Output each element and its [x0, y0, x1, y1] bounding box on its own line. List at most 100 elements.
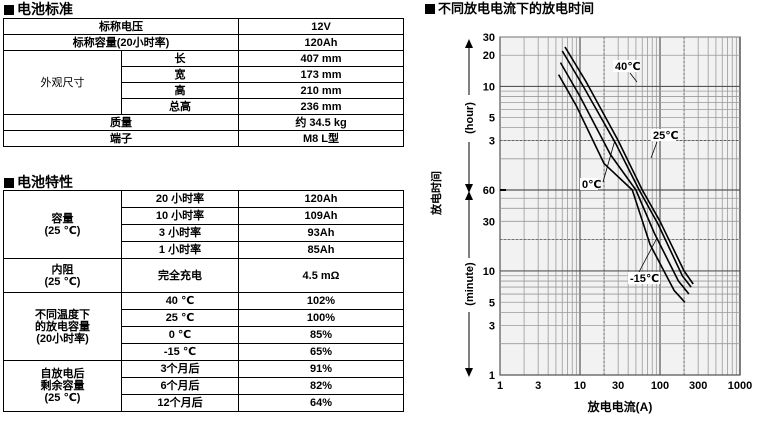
capacity-value: 85Ah: [238, 241, 404, 259]
battery-characteristics-table: 容量 (25 ℃) 20 小时率 120Ah 10 小时率 109Ah 3 小时…: [3, 190, 404, 412]
curve-label-bg: [628, 272, 660, 284]
self-discharge-value: 91%: [238, 360, 404, 378]
y-minute-tick-label: 10: [483, 266, 495, 278]
curve-label-leader: [638, 237, 658, 273]
minute-arrow-down-icon: [465, 368, 473, 377]
capacity-rate: 20 小时率: [121, 190, 239, 208]
y-minute-tick-label: 5: [489, 297, 495, 309]
battery-characteristics-title: 电池特性: [4, 174, 73, 190]
table-row: -15 ℃ 65%: [4, 343, 404, 361]
temp-capacity-label: 不同温度下 的放电容量 (20小时率): [3, 292, 122, 361]
self-discharge-value: 82%: [238, 377, 404, 395]
curve-label: 40℃: [615, 61, 641, 73]
x-tick-label: 10: [574, 380, 586, 392]
chart-title: 不同放电电流下的放电时间: [425, 1, 594, 17]
temp-capacity-label-line1: 不同温度下: [35, 308, 90, 321]
y-hour-tick-label: 30: [483, 32, 495, 44]
height-label: 高: [121, 82, 239, 99]
bullet-square-icon: [4, 178, 14, 188]
curve-layer: [557, 46, 694, 303]
bullet-square-icon: [425, 4, 435, 14]
self-discharge-label-line2: 剩余容量: [40, 380, 85, 392]
table-row: 标称电压 12V: [3, 18, 404, 35]
table-row: 外观尺寸 长 407 mm: [3, 50, 404, 115]
internal-resistance-condition: 完全充电: [121, 258, 239, 293]
capacity-rate: 1 小时率: [121, 241, 239, 259]
x-tick-label: 1000: [728, 380, 752, 392]
y-minute-tick-label: 3: [489, 320, 495, 332]
table-row: 自放电后 剩余容量 (25 ℃) 3个月后 91%: [3, 360, 404, 412]
total-height-value: 236 mm: [238, 98, 404, 115]
curve-label-bg: [613, 60, 638, 72]
nominal-capacity-label: 标称容量(20小时率): [3, 34, 239, 51]
y-hour-tick-label: 3: [489, 136, 495, 148]
y-hour-tick-label: 20: [483, 50, 495, 62]
curve-40℃: [564, 46, 694, 285]
capacity-value: 120Ah: [238, 190, 404, 208]
table-row: 不同温度下 的放电容量 (20小时率) 40 ℃ 102%: [3, 292, 404, 361]
temp-capacity-temp: -15 ℃: [121, 343, 239, 361]
curve-label-leader: [629, 72, 638, 83]
curve-label: -15℃: [630, 273, 659, 285]
self-discharge-label: 自放电后 剩余容量 (25 ℃): [3, 360, 122, 412]
temp-capacity-value: 65%: [238, 343, 404, 361]
battery-standard-title: 电池标准: [4, 1, 73, 17]
self-discharge-label-line3: (25 ℃): [44, 392, 81, 404]
temp-capacity-temp: 0 ℃: [121, 326, 239, 344]
self-discharge-period: 6个月后: [121, 377, 239, 395]
y-minute-tick-label: 1: [489, 370, 495, 382]
axis-layer: 放电电流(A) 放电时间 (hour) (minute): [429, 39, 652, 414]
length-value: 407 mm: [238, 50, 404, 67]
grid-layer: [499, 36, 740, 376]
temp-capacity-temp: 40 ℃: [121, 292, 239, 310]
height-value: 210 mm: [238, 82, 404, 99]
battery-characteristics-title-text: 电池特性: [17, 174, 73, 190]
tick-layer: 1 3 10 30 100 300 1000 30 20 10 5 3 60 30 10 5 3 1: [483, 32, 752, 392]
capacity-label-line1: 容量: [51, 212, 74, 225]
curve-label-bg: [651, 129, 676, 141]
terminal-value: M8 L型: [238, 130, 404, 147]
y-axis-minute-label: (minute): [464, 262, 476, 306]
table-row: 高 210 mm: [4, 82, 404, 99]
table-row: 25 ℃ 100%: [4, 309, 404, 327]
internal-resistance-value: 4.5 mΩ: [238, 258, 404, 293]
table-row: 3 小时率 93Ah: [4, 224, 404, 242]
discharge-time-chart: 不同放电电流下的放电时间 1 3 10 30 100 300 1000 30 20 10 5 3 60 3…: [425, 0, 759, 427]
internal-resistance-label: 内阻 (25 ℃): [3, 258, 122, 293]
self-discharge-label-line1: 自放电后: [40, 368, 85, 380]
curve-0℃: [559, 62, 690, 295]
plot-background: [499, 36, 741, 376]
y-hour-tick-label: 5: [489, 113, 495, 125]
internal-resistance-label-line2: (25 ℃): [44, 275, 81, 288]
chart-title-text: 不同放电电流下的放电时间: [438, 1, 595, 16]
minute-arrow-up-icon: [465, 191, 473, 200]
nominal-voltage-value: 12V: [238, 18, 404, 35]
x-tick-label: 1: [497, 380, 503, 392]
terminal-label: 端子: [3, 130, 239, 147]
curve-label: 25℃: [653, 130, 679, 142]
temp-capacity-value: 85%: [238, 326, 404, 344]
table-row: 标称容量(20小时率) 120Ah: [3, 34, 404, 51]
table-row: 质量 约 34.5 kg: [3, 114, 404, 131]
width-value: 173 mm: [238, 66, 404, 83]
capacity-value: 109Ah: [238, 207, 404, 225]
temp-capacity-value: 102%: [238, 292, 404, 310]
self-discharge-value: 64%: [238, 394, 404, 412]
temp-capacity-value: 100%: [238, 309, 404, 327]
x-tick-label: 100: [651, 380, 669, 392]
battery-standard-table: 标称电压 12V 标称容量(20小时率) 120Ah 外观尺寸 长 407 mm…: [3, 18, 404, 147]
x-tick-label: 300: [689, 380, 707, 392]
internal-resistance-label-line1: 内阻: [51, 263, 74, 276]
temp-capacity-label-line3: (20小时率): [36, 332, 89, 345]
hour-arrow-down-icon: [465, 184, 473, 193]
x-tick-label: 3: [535, 380, 541, 392]
temp-capacity-temp: 25 ℃: [121, 309, 239, 327]
curve-label-leader: [650, 141, 658, 159]
capacity-rate: 3 小时率: [121, 224, 239, 242]
y-hour-tick-label: 10: [483, 81, 495, 93]
curve--15℃: [557, 74, 686, 303]
dimensions-label: 外观尺寸: [3, 50, 122, 115]
self-discharge-period: 12个月后: [121, 394, 239, 412]
curve-label-leader: [602, 139, 616, 183]
curve-25℃: [561, 50, 692, 288]
